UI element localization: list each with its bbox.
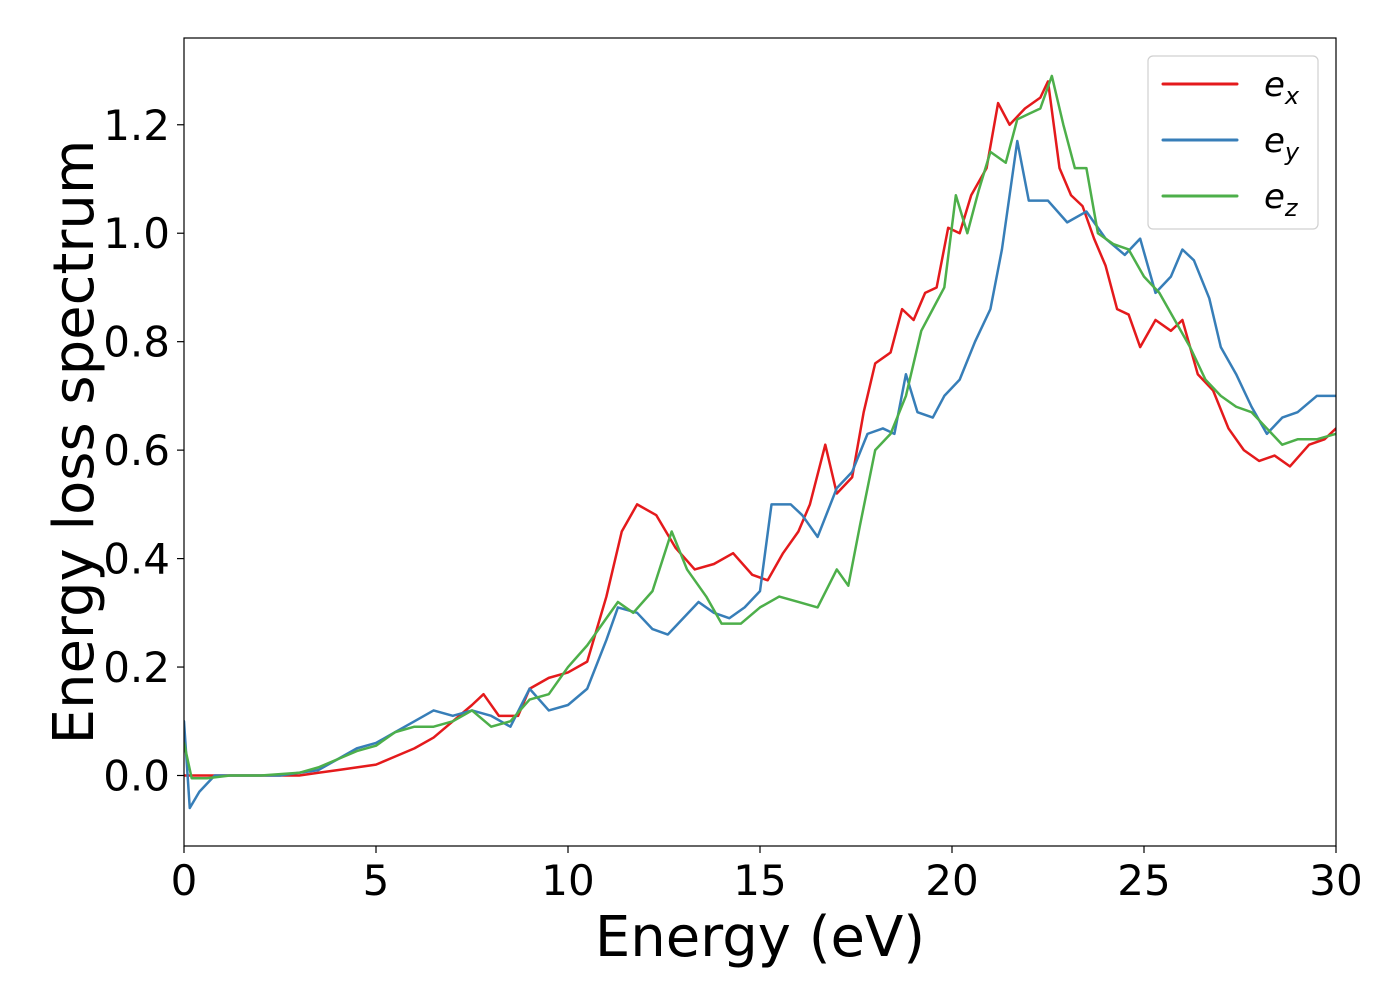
x-tick-label: 0 bbox=[171, 856, 198, 905]
legend-label-x: ex bbox=[1264, 65, 1300, 110]
y-tick-label: 0.2 bbox=[103, 643, 170, 692]
plot-layer bbox=[184, 74, 1336, 810]
series-line-y bbox=[184, 139, 1336, 810]
legend-label-base: e bbox=[1264, 121, 1285, 161]
x-tick-label: 20 bbox=[925, 856, 978, 905]
legend-label-sub: x bbox=[1284, 82, 1300, 110]
legend-label-sub: y bbox=[1284, 138, 1300, 166]
legend-label-sub: z bbox=[1284, 194, 1299, 222]
y-tick-label: 0.4 bbox=[103, 535, 170, 584]
x-axis-title: Energy (eV) bbox=[595, 905, 925, 970]
x-tick-label: 30 bbox=[1309, 856, 1362, 905]
y-tick-label: 0.0 bbox=[103, 752, 170, 801]
x-tick-label: 15 bbox=[733, 856, 786, 905]
series-line-z bbox=[184, 74, 1336, 780]
y-axis-title: Energy loss spectrum bbox=[42, 140, 107, 745]
legend-label-y: ey bbox=[1264, 121, 1300, 166]
axes-layer: 0 5 10 15 20 25 30 0.0 0.2 0.4 0.6 0.8 1.0 1.2 bbox=[103, 37, 1363, 905]
y-tick-label: 0.6 bbox=[103, 426, 170, 475]
y-tick-label: 0.8 bbox=[103, 318, 170, 367]
x-tick-label: 25 bbox=[1117, 856, 1170, 905]
legend-box bbox=[1147, 55, 1319, 230]
y-tick-label: 1.2 bbox=[103, 101, 170, 150]
x-tick-label: 10 bbox=[541, 856, 594, 905]
legend-label-z: ez bbox=[1264, 177, 1299, 222]
series-group bbox=[184, 74, 1336, 810]
y-tick-label: 1.0 bbox=[103, 209, 170, 258]
x-tick-label: 5 bbox=[363, 856, 390, 905]
legend-label-base: e bbox=[1264, 65, 1285, 105]
legend-label-base: e bbox=[1264, 177, 1285, 217]
